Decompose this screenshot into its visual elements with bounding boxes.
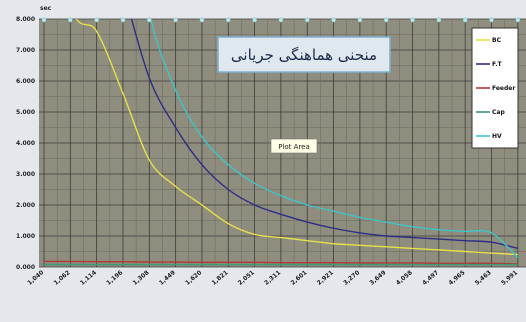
top-marker <box>357 17 363 23</box>
top-markers <box>41 17 521 23</box>
y-axis-ticks: 0.000 1.000 2.000 3.000 4.000 5.000 6.000 7.000… <box>16 16 35 271</box>
y-axis-unit-label: sec <box>40 5 52 12</box>
top-marker <box>436 17 442 23</box>
chart-title: منحنی هماهنگی جریانی <box>231 46 377 64</box>
legend-label: BC <box>492 37 502 44</box>
series-lines <box>43 19 519 266</box>
legend[interactable]: BC F.T Feeder Cap HV <box>471 27 519 149</box>
y-tick-label: 3.000 <box>16 171 35 178</box>
top-marker <box>515 17 521 23</box>
top-marker <box>304 17 310 23</box>
top-marker <box>146 17 152 23</box>
y-tick-label: 2.000 <box>16 202 35 209</box>
y-tick-label: 0.000 <box>16 264 35 271</box>
legend-label: F.T <box>492 61 502 68</box>
series-line-hv <box>150 19 519 259</box>
top-marker <box>331 17 336 23</box>
top-marker <box>252 17 257 23</box>
y-tick-label: 1.000 <box>16 233 35 240</box>
tooltip-text: Plot Area <box>278 143 310 151</box>
series-line-bc <box>75 19 518 256</box>
legend-label: Feeder <box>492 85 515 92</box>
top-marker <box>410 17 415 23</box>
y-tick-label: 6.000 <box>16 78 35 85</box>
top-marker <box>225 17 231 23</box>
top-marker <box>199 17 205 23</box>
legend-label: Cap <box>492 109 505 116</box>
top-marker <box>120 17 126 23</box>
legend-label: HV <box>492 133 502 140</box>
series-line-feeder <box>43 260 518 265</box>
y-tick-label: 4.000 <box>16 140 35 147</box>
top-marker <box>67 17 73 23</box>
grid-lines <box>39 18 526 268</box>
top-marker <box>173 17 179 23</box>
series-line-ft <box>130 19 518 250</box>
top-marker <box>278 17 284 23</box>
y-tick-label: 5.000 <box>16 109 35 116</box>
top-marker <box>94 17 100 23</box>
top-marker <box>462 17 468 23</box>
top-marker <box>41 17 47 23</box>
top-marker <box>489 17 494 23</box>
top-marker <box>383 17 389 23</box>
y-tick-label: 7.000 <box>16 47 35 54</box>
plot-area-tooltip: Plot Area <box>270 138 318 154</box>
chart-title-box: منحنی هماهنگی جریانی <box>217 36 391 73</box>
y-tick-label: 8.000 <box>16 16 35 23</box>
